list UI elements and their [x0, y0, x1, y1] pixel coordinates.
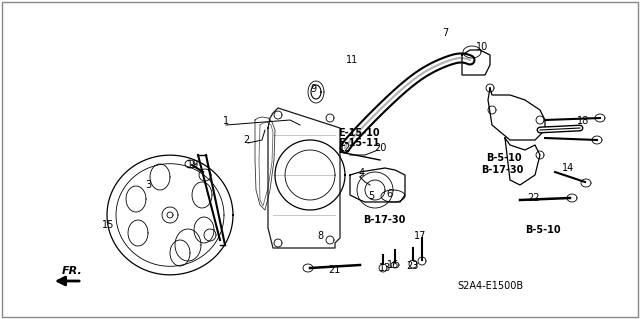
Text: 20: 20	[374, 143, 386, 153]
Text: 9: 9	[310, 84, 316, 94]
Text: S2A4-E1500B: S2A4-E1500B	[457, 281, 523, 291]
Text: 2: 2	[243, 135, 249, 145]
Text: 10: 10	[476, 42, 488, 52]
Text: 1: 1	[223, 116, 229, 126]
Text: 3: 3	[145, 180, 151, 190]
Text: B-5-10: B-5-10	[486, 153, 522, 163]
Text: E-15-10: E-15-10	[338, 128, 380, 138]
Text: 15: 15	[102, 220, 114, 230]
Text: 7: 7	[442, 28, 448, 38]
Text: 23: 23	[406, 261, 418, 271]
Text: 5: 5	[368, 191, 374, 201]
Text: E-15-11: E-15-11	[338, 138, 380, 148]
Text: 16: 16	[387, 260, 399, 270]
Text: 8: 8	[317, 231, 323, 241]
Text: 6: 6	[386, 189, 392, 199]
Text: 21: 21	[328, 265, 340, 275]
Text: 19: 19	[187, 160, 199, 170]
Text: FR.: FR.	[62, 266, 83, 276]
Text: 22: 22	[528, 193, 540, 203]
Text: 13: 13	[379, 263, 391, 273]
Text: 17: 17	[414, 231, 426, 241]
Text: 18: 18	[577, 116, 589, 126]
Text: 12: 12	[339, 143, 351, 153]
Text: B-17-30: B-17-30	[481, 165, 524, 175]
Text: B-5-10: B-5-10	[525, 225, 561, 235]
Text: 14: 14	[562, 163, 574, 173]
Text: 4: 4	[359, 168, 365, 178]
Text: B-17-30: B-17-30	[363, 215, 405, 225]
Text: 11: 11	[346, 55, 358, 65]
